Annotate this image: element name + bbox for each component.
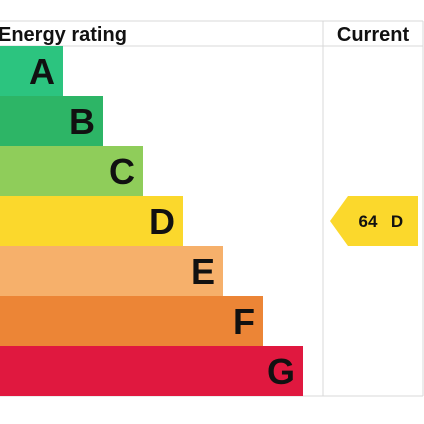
band-letter-d: D xyxy=(149,201,175,242)
current-rating-band: D xyxy=(391,212,403,231)
band-bar-g xyxy=(0,346,303,396)
band-bar-c xyxy=(0,146,143,196)
band-bar-b xyxy=(0,96,103,146)
current-rating-score: 64 xyxy=(359,212,378,231)
band-bar-e xyxy=(0,246,223,296)
band-letter-f: F xyxy=(233,301,255,342)
band-bar-a xyxy=(0,46,63,96)
band-letter-e: E xyxy=(191,251,215,292)
band-letter-b: B xyxy=(69,101,95,142)
band-letter-c: C xyxy=(109,151,135,192)
energy-rating-header: Energy rating xyxy=(0,24,127,46)
current-rating-arrow xyxy=(330,196,418,246)
current-header: Current xyxy=(337,24,410,46)
band-bar-d xyxy=(0,196,183,246)
band-letter-g: G xyxy=(267,351,295,392)
band-letter-a: A xyxy=(29,51,55,92)
band-bar-f xyxy=(0,296,263,346)
current-rating-indicator: 64 D xyxy=(330,196,418,246)
